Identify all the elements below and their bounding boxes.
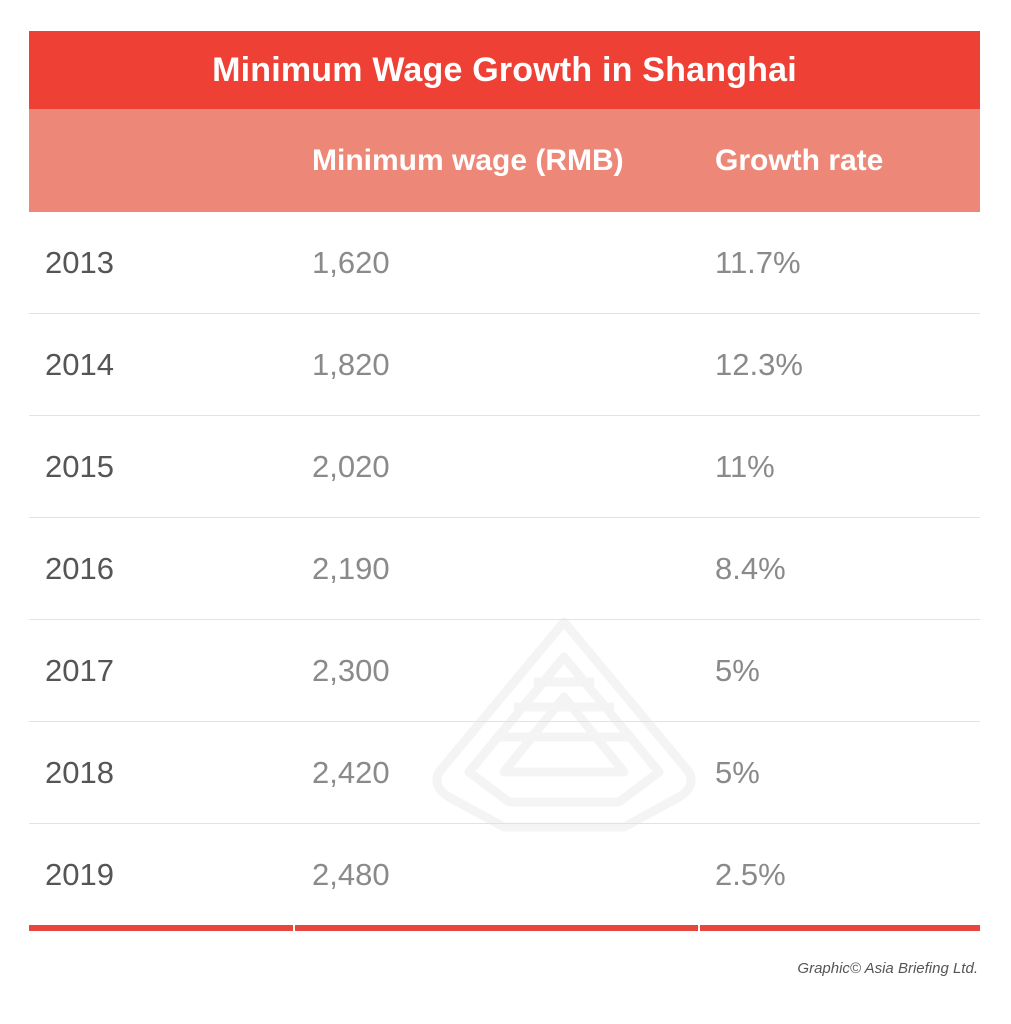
table-row: 2016 2,190 8.4% <box>29 518 980 620</box>
table-row: 2019 2,480 2.5% <box>29 824 980 925</box>
row-growth-rate: 2.5% <box>715 856 786 892</box>
row-year: 2018 <box>45 754 114 790</box>
row-year: 2014 <box>45 346 114 382</box>
table-body: 2013 1,620 11.7% 2014 1,820 12.3% 2015 2… <box>29 212 980 925</box>
row-wage: 2,300 <box>312 652 390 688</box>
table-row: 2015 2,020 11% <box>29 416 980 518</box>
row-growth-rate: 12.3% <box>715 346 803 382</box>
row-wage: 1,620 <box>312 244 390 280</box>
row-wage: 2,420 <box>312 754 390 790</box>
table-row: 2014 1,820 12.3% <box>29 314 980 416</box>
row-growth-rate: 11% <box>715 448 775 484</box>
bottom-rule-segment <box>700 925 980 931</box>
table-title: Minimum Wage Growth in Shanghai <box>29 31 980 109</box>
row-wage: 2,480 <box>312 856 390 892</box>
row-growth-rate: 5% <box>715 652 760 688</box>
bottom-rule-segment <box>29 925 293 931</box>
row-year: 2013 <box>45 244 114 280</box>
watermark-logo-icon <box>432 617 696 832</box>
bottom-rule <box>29 925 980 931</box>
row-growth-rate: 8.4% <box>715 550 786 586</box>
row-year: 2016 <box>45 550 114 586</box>
graphic-credit: Graphic© Asia Briefing Ltd. <box>797 960 978 977</box>
row-wage: 1,820 <box>312 346 390 382</box>
bottom-rule-segment <box>295 925 698 931</box>
table-row: 2018 2,420 5% <box>29 722 980 824</box>
header-growth-rate: Growth rate <box>715 143 884 177</box>
row-wage: 2,190 <box>312 550 390 586</box>
row-growth-rate: 11.7% <box>715 244 801 280</box>
wage-table: Minimum Wage Growth in Shanghai Minimum … <box>29 31 980 931</box>
table-row: 2017 2,300 5% <box>29 620 980 722</box>
table-header-row: Minimum wage (RMB) Growth rate <box>29 109 980 212</box>
row-year: 2019 <box>45 856 114 892</box>
row-wage: 2,020 <box>312 448 390 484</box>
row-year: 2015 <box>45 448 114 484</box>
header-minimum-wage: Minimum wage (RMB) <box>312 143 624 177</box>
row-year: 2017 <box>45 652 114 688</box>
table-row: 2013 1,620 11.7% <box>29 212 980 314</box>
row-growth-rate: 5% <box>715 754 760 790</box>
